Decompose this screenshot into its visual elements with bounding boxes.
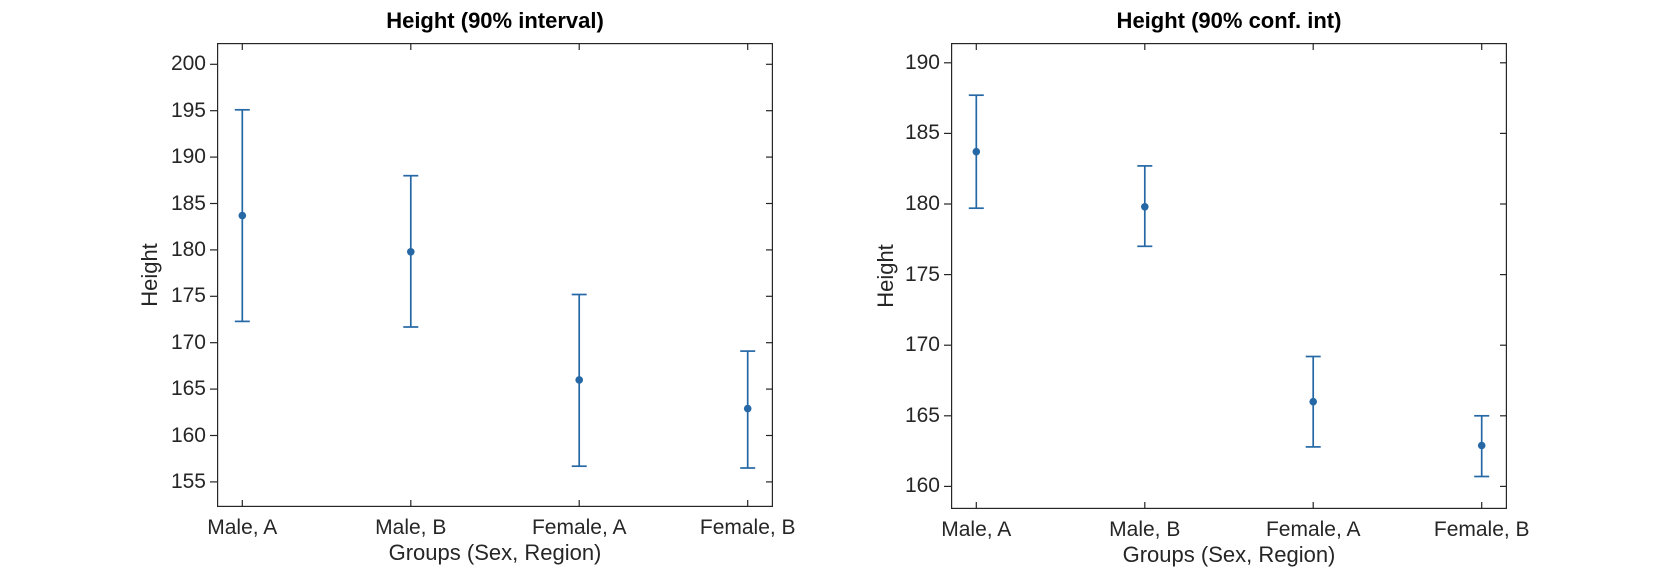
axes-box <box>951 43 1507 509</box>
errorbar-female-b <box>1474 414 1490 478</box>
errorbar-male-a <box>234 108 250 323</box>
x-tick-label: Female, B <box>1433 518 1530 541</box>
x-tick-label: Female, A <box>531 516 627 539</box>
chart-title: Height (90% interval) <box>386 8 604 33</box>
plot-area <box>210 43 773 507</box>
y-tick-label: 180 <box>904 191 940 215</box>
x-tick-label: Male, B <box>375 516 447 539</box>
y-tick-label: 190 <box>170 145 206 169</box>
y-tick-label: 185 <box>904 121 940 145</box>
y-axis-label: Height <box>873 244 898 308</box>
errorbar-male-b <box>403 174 419 328</box>
x-axis-label: Groups (Sex, Region) <box>388 540 602 565</box>
data-point-marker <box>1141 203 1149 211</box>
y-tick-label: 195 <box>170 98 206 122</box>
y-tick-label: 175 <box>904 262 940 286</box>
y-tick-label: 170 <box>904 333 940 357</box>
y-tick-label: 190 <box>904 50 940 74</box>
data-point-marker <box>972 147 981 156</box>
errorbar-female-a <box>1305 355 1321 448</box>
errorbar-male-b <box>1137 165 1153 248</box>
x-axis-label: Groups (Sex, Region) <box>1122 542 1336 567</box>
data-point-marker <box>407 248 415 256</box>
x-tick-label: Female, B <box>699 516 796 539</box>
errorbar-male-a <box>968 94 984 210</box>
y-tick-label: 165 <box>170 377 206 401</box>
y-tick-label: 170 <box>170 330 206 354</box>
axes-box <box>217 43 773 507</box>
data-point-marker <box>238 211 247 220</box>
y-tick-label: 200 <box>170 52 206 76</box>
x-tick-label: Male, A <box>941 518 1012 541</box>
chart-title: Height (90% conf. int) <box>1116 8 1342 33</box>
data-point-marker <box>1477 441 1486 450</box>
x-tick-label: Male, B <box>1109 518 1181 541</box>
y-tick-label: 155 <box>170 469 206 493</box>
data-point-marker <box>575 376 583 384</box>
x-tick-label: Male, A <box>207 516 278 539</box>
data-point-marker <box>743 404 752 413</box>
y-tick-label: 165 <box>904 403 940 427</box>
errorbar-female-a <box>571 293 587 468</box>
y-tick-label: 160 <box>170 423 206 447</box>
y-tick-label: 175 <box>170 284 206 308</box>
plot-area <box>944 43 1507 509</box>
y-tick-label: 160 <box>904 474 940 498</box>
y-tick-label: 185 <box>170 191 206 215</box>
x-tick-label: Female, A <box>1265 518 1361 541</box>
data-point-marker <box>1309 397 1317 406</box>
errorbar-female-b <box>740 350 756 469</box>
y-tick-label: 180 <box>170 237 206 261</box>
